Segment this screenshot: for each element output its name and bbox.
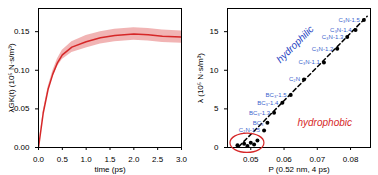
svg-text:hydrophilic: hydrophilic (274, 23, 316, 65)
svg-text:C₃N-1.3: C₃N-1.3 (322, 34, 344, 40)
svg-text:0.10: 0.10 (14, 66, 30, 75)
svg-text:P (0.52 nm, 4 ps): P (0.52 nm, 4 ps) (268, 165, 330, 174)
svg-text:λGK(t) (10⁵ N·s/m³): λGK(t) (10⁵ N·s/m³) (7, 43, 16, 112)
svg-text:2.0: 2.0 (128, 155, 140, 164)
svg-text:0.5: 0.5 (57, 155, 69, 164)
svg-text:0.06: 0.06 (276, 155, 292, 164)
svg-text:C₃N-1.1: C₃N-1.1 (298, 59, 320, 65)
svg-text:C₃N-1.2: C₃N-1.2 (312, 46, 334, 52)
svg-text:0.05: 0.05 (243, 155, 259, 164)
svg-text:C₂N: C₂N (289, 76, 300, 82)
svg-text:0.05: 0.05 (14, 104, 30, 113)
svg-text:3.0: 3.0 (176, 155, 188, 164)
svg-text:time (ps): time (ps) (94, 165, 125, 174)
svg-text:1.0: 1.0 (81, 155, 93, 164)
svg-text:0.07: 0.07 (310, 155, 326, 164)
svg-text:5: 5 (214, 104, 219, 113)
svg-text:0.00: 0.00 (14, 143, 30, 152)
svg-text:2.5: 2.5 (152, 155, 164, 164)
svg-text:BC₃-1.5: BC₃-1.5 (266, 92, 288, 98)
svg-text:BC₃: BC₃ (253, 120, 264, 126)
svg-text:0.0: 0.0 (33, 155, 45, 164)
svg-text:BC₃-1.4: BC₃-1.4 (257, 100, 279, 106)
svg-text:hydrophobic: hydrophobic (298, 117, 352, 128)
svg-text:C₃N-1.5: C₃N-1.5 (338, 17, 360, 23)
svg-text:λ (10⁵ N·s/m³): λ (10⁵ N·s/m³) (196, 53, 205, 103)
svg-text:0.15: 0.15 (14, 27, 30, 36)
svg-text:10: 10 (210, 66, 219, 75)
svg-text:0: 0 (214, 143, 219, 152)
svg-text:C₂N-1.5: C₂N-1.5 (239, 127, 261, 133)
svg-text:C₃N-1.4: C₃N-1.4 (330, 27, 352, 33)
svg-text:BC₃-1.3: BC₃-1.3 (249, 110, 271, 116)
svg-text:1.5: 1.5 (104, 155, 116, 164)
svg-text:0.08: 0.08 (343, 155, 359, 164)
svg-text:15: 15 (210, 27, 219, 36)
